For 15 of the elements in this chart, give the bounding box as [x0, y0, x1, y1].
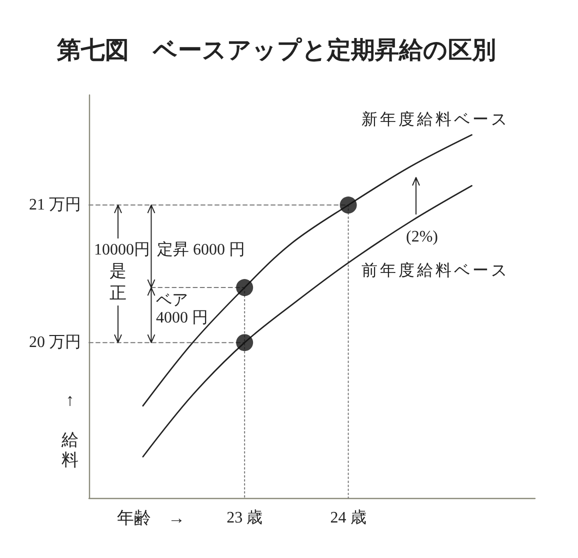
x-tick-label: 23 歳 [226, 508, 263, 526]
y-tick-label: 21 万円 [29, 196, 81, 214]
series-label: 前年度給料ベース [362, 261, 510, 280]
annotation: ベア [156, 292, 188, 310]
annotation: 是正 [110, 262, 126, 302]
x-axis-title: 年齢 → [117, 508, 185, 528]
annotation: 10000円 [94, 242, 150, 258]
y-tick-label: 20 万円 [29, 334, 81, 352]
series-label: 新年度給料ベース [362, 110, 510, 128]
x-tick-label: 24 歳 [330, 508, 366, 526]
chart-title: 第七図 ベースアップと定期昇給の区別 [56, 36, 496, 64]
text: ↑ 給料 [62, 390, 78, 470]
annotation: (2%) [406, 228, 438, 246]
annotation: 4000 円 [156, 310, 208, 326]
annotation: 定昇 6000 円 [157, 240, 245, 258]
